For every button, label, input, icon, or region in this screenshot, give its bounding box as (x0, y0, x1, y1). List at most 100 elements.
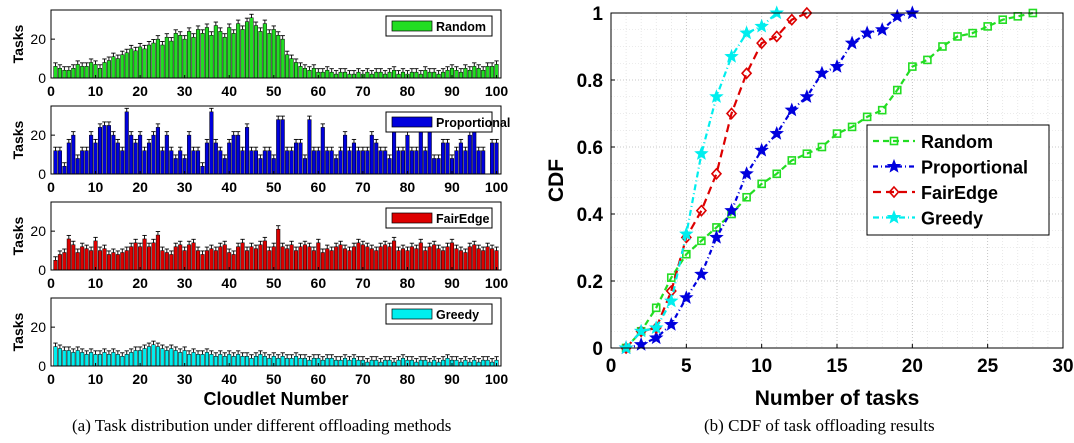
bar (146, 246, 152, 271)
bar (356, 242, 361, 271)
bar (102, 248, 107, 271)
bar (432, 71, 437, 79)
bar (267, 250, 272, 271)
bar (325, 150, 330, 175)
bar (472, 244, 477, 271)
bar (102, 62, 107, 79)
bar (280, 38, 285, 79)
bar (307, 119, 312, 175)
bar (89, 134, 94, 175)
bar (106, 254, 111, 271)
x-tick-label: 25 (977, 356, 999, 377)
x-tick-label: 30 (177, 275, 193, 291)
x-tick-label: 50 (266, 371, 282, 387)
data-point (998, 15, 1008, 25)
bar (218, 150, 223, 175)
data-point (847, 122, 857, 132)
bar (106, 125, 111, 175)
bar (66, 142, 71, 175)
bar (289, 58, 294, 79)
data-point (664, 316, 679, 331)
bar (191, 36, 196, 79)
bar (142, 348, 147, 367)
bar (280, 246, 285, 271)
bar (84, 248, 89, 271)
bar (476, 68, 481, 79)
y-tick-label: 0.4 (577, 205, 604, 226)
bar (173, 350, 178, 367)
bar (178, 244, 183, 271)
bar (285, 54, 290, 79)
data-point (886, 209, 902, 224)
x-tick-label: 100 (485, 275, 509, 291)
bar (57, 348, 62, 367)
bar (253, 356, 258, 367)
bar (62, 165, 67, 175)
bar (204, 250, 209, 271)
bar (213, 250, 218, 271)
bar (414, 361, 419, 367)
bar (102, 352, 107, 367)
bar (445, 69, 450, 79)
x-tick-label: 60 (311, 371, 327, 387)
bar (427, 361, 432, 367)
bar (467, 69, 472, 79)
bar (178, 35, 183, 79)
series-line (625, 11, 1034, 349)
bar (441, 359, 446, 367)
bar (476, 361, 481, 367)
bar (240, 150, 245, 175)
bar (280, 356, 285, 367)
data-point (889, 136, 899, 146)
bar (97, 250, 103, 271)
bar (267, 150, 272, 175)
bar (427, 246, 432, 271)
bar (432, 359, 437, 367)
data-point (694, 146, 709, 160)
x-tick-label: 60 (311, 179, 327, 195)
bar (463, 252, 468, 271)
x-tick-label: 20 (132, 179, 148, 195)
bar (383, 73, 388, 79)
bar (142, 150, 147, 175)
bar (294, 142, 299, 175)
data-point (756, 36, 768, 50)
bar (298, 142, 303, 175)
bar-panel-fairedge (50, 201, 502, 271)
y-tick-label: 20 (30, 223, 46, 239)
bar (343, 357, 348, 367)
data-point (874, 22, 890, 36)
bar (329, 357, 334, 367)
bar (245, 21, 250, 79)
bar (62, 69, 67, 79)
bar (356, 150, 361, 175)
bar (93, 142, 98, 175)
data-point (983, 22, 992, 31)
bar (115, 58, 120, 79)
legend-label: Proportional (436, 116, 510, 130)
bar (423, 150, 428, 175)
bar (414, 150, 419, 175)
bar (173, 33, 178, 79)
bar (111, 352, 116, 367)
bar (343, 248, 348, 271)
cdf-chart (610, 5, 1064, 355)
data-point (648, 320, 664, 335)
bar (111, 252, 116, 271)
bar (155, 38, 160, 79)
bar (62, 252, 67, 271)
bar (334, 158, 339, 175)
bar (360, 244, 365, 271)
bar (169, 150, 174, 175)
bar (253, 25, 258, 79)
bar (280, 119, 285, 175)
bar (142, 238, 147, 271)
bar (458, 361, 463, 367)
bar (418, 73, 423, 79)
bar (320, 127, 325, 175)
data-point (832, 129, 842, 138)
data-point (769, 5, 784, 20)
bar (75, 350, 80, 367)
bar (343, 134, 348, 175)
